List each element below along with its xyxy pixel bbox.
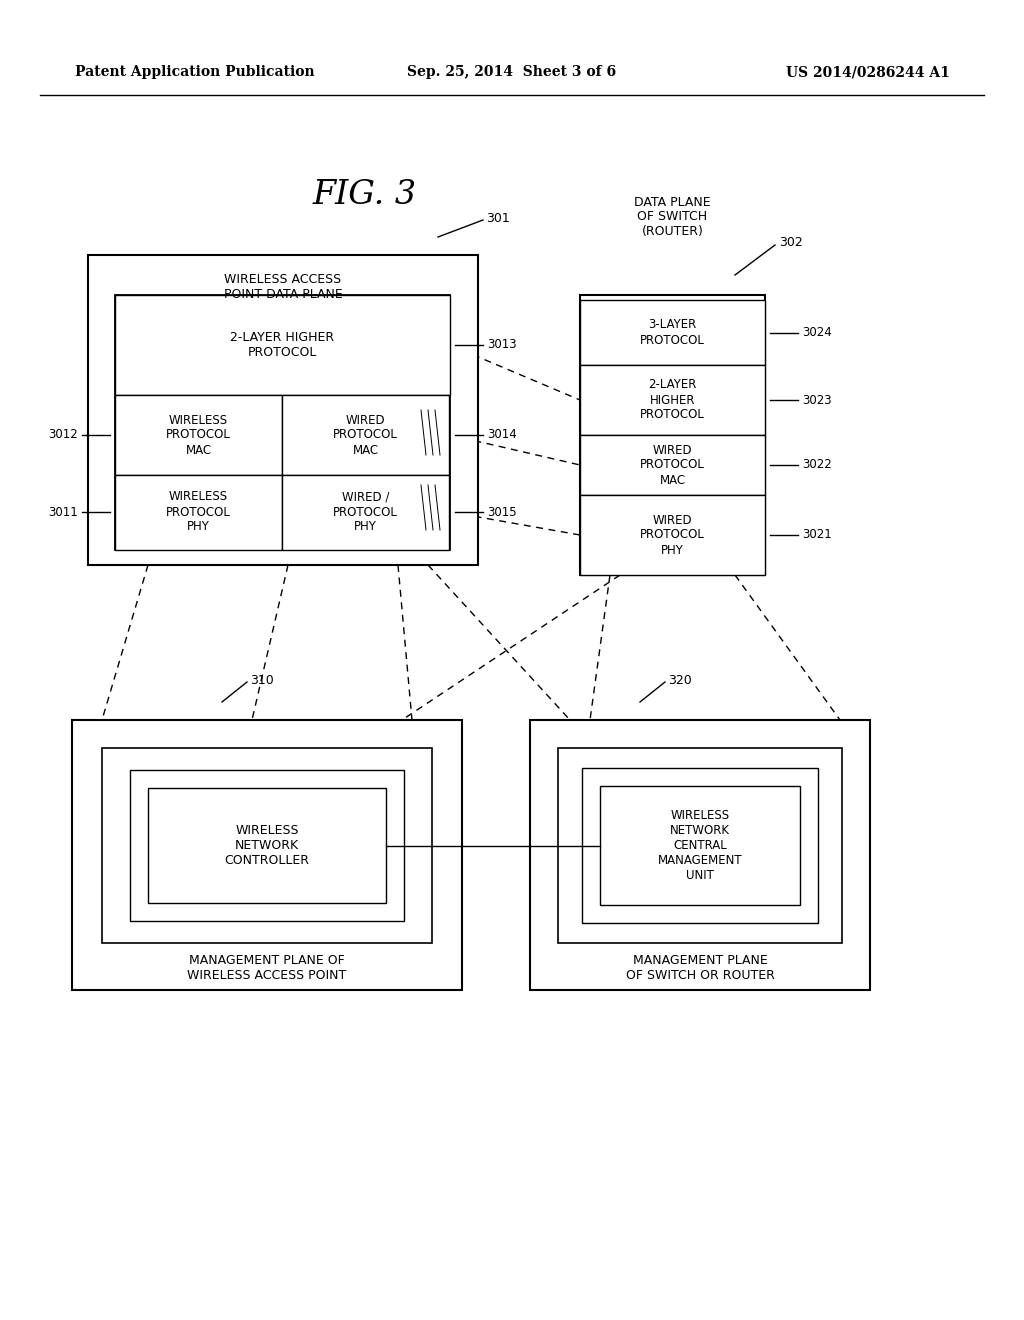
- Text: WIRED /
PROTOCOL
PHY: WIRED / PROTOCOL PHY: [333, 491, 398, 533]
- Text: 3012: 3012: [48, 429, 78, 441]
- Text: 3013: 3013: [487, 338, 517, 351]
- Bar: [580, 294, 765, 576]
- Text: FIG. 3: FIG. 3: [313, 180, 417, 211]
- Text: 3024: 3024: [802, 326, 831, 339]
- Text: WIRELESS
PROTOCOL
PHY: WIRELESS PROTOCOL PHY: [166, 491, 231, 533]
- Text: WIRED
PROTOCOL
PHY: WIRED PROTOCOL PHY: [640, 513, 705, 557]
- Text: 3023: 3023: [802, 393, 831, 407]
- Bar: [130, 770, 404, 921]
- Text: 3015: 3015: [487, 506, 517, 519]
- Bar: [580, 300, 765, 366]
- Text: DATA PLANE
OF SWITCH
(ROUTER): DATA PLANE OF SWITCH (ROUTER): [634, 195, 711, 239]
- Text: Sep. 25, 2014  Sheet 3 of 6: Sep. 25, 2014 Sheet 3 of 6: [408, 65, 616, 79]
- Bar: [600, 785, 800, 906]
- Text: 3021: 3021: [802, 528, 831, 541]
- Bar: [530, 719, 870, 990]
- Bar: [580, 495, 765, 576]
- Text: 2-LAYER HIGHER
PROTOCOL: 2-LAYER HIGHER PROTOCOL: [230, 331, 335, 359]
- Bar: [115, 475, 282, 550]
- Bar: [580, 366, 765, 436]
- Bar: [580, 436, 765, 495]
- Bar: [72, 719, 462, 990]
- Bar: [115, 294, 450, 550]
- Text: WIRELESS
NETWORK
CENTRAL
MANAGEMENT
UNIT: WIRELESS NETWORK CENTRAL MANAGEMENT UNIT: [657, 809, 742, 882]
- Bar: [582, 768, 818, 923]
- Bar: [148, 788, 386, 903]
- Text: 310: 310: [250, 673, 273, 686]
- Text: MANAGEMENT PLANE
OF SWITCH OR ROUTER: MANAGEMENT PLANE OF SWITCH OR ROUTER: [626, 954, 774, 982]
- Text: 301: 301: [486, 211, 510, 224]
- Bar: [282, 395, 449, 475]
- Bar: [115, 294, 450, 395]
- Text: 3014: 3014: [487, 429, 517, 441]
- Text: Patent Application Publication: Patent Application Publication: [75, 65, 314, 79]
- Text: WIRELESS ACCESS
POINT DATA PLANE: WIRELESS ACCESS POINT DATA PLANE: [223, 273, 342, 301]
- Text: WIRELESS
PROTOCOL
MAC: WIRELESS PROTOCOL MAC: [166, 413, 231, 457]
- Bar: [102, 748, 432, 942]
- Text: 3011: 3011: [48, 506, 78, 519]
- Text: 320: 320: [668, 673, 692, 686]
- Bar: [558, 748, 842, 942]
- Bar: [282, 475, 449, 550]
- Text: US 2014/0286244 A1: US 2014/0286244 A1: [786, 65, 950, 79]
- Text: WIRELESS
NETWORK
CONTROLLER: WIRELESS NETWORK CONTROLLER: [224, 824, 309, 867]
- Text: 2-LAYER
HIGHER
PROTOCOL: 2-LAYER HIGHER PROTOCOL: [640, 379, 705, 421]
- Text: 302: 302: [779, 236, 803, 249]
- Text: 3-LAYER
PROTOCOL: 3-LAYER PROTOCOL: [640, 318, 705, 346]
- Text: WIRED
PROTOCOL
MAC: WIRED PROTOCOL MAC: [640, 444, 705, 487]
- Text: 3022: 3022: [802, 458, 831, 471]
- Bar: [88, 255, 478, 565]
- Text: WIRED
PROTOCOL
MAC: WIRED PROTOCOL MAC: [333, 413, 398, 457]
- Bar: [115, 395, 282, 475]
- Text: MANAGEMENT PLANE OF
WIRELESS ACCESS POINT: MANAGEMENT PLANE OF WIRELESS ACCESS POIN…: [187, 954, 347, 982]
